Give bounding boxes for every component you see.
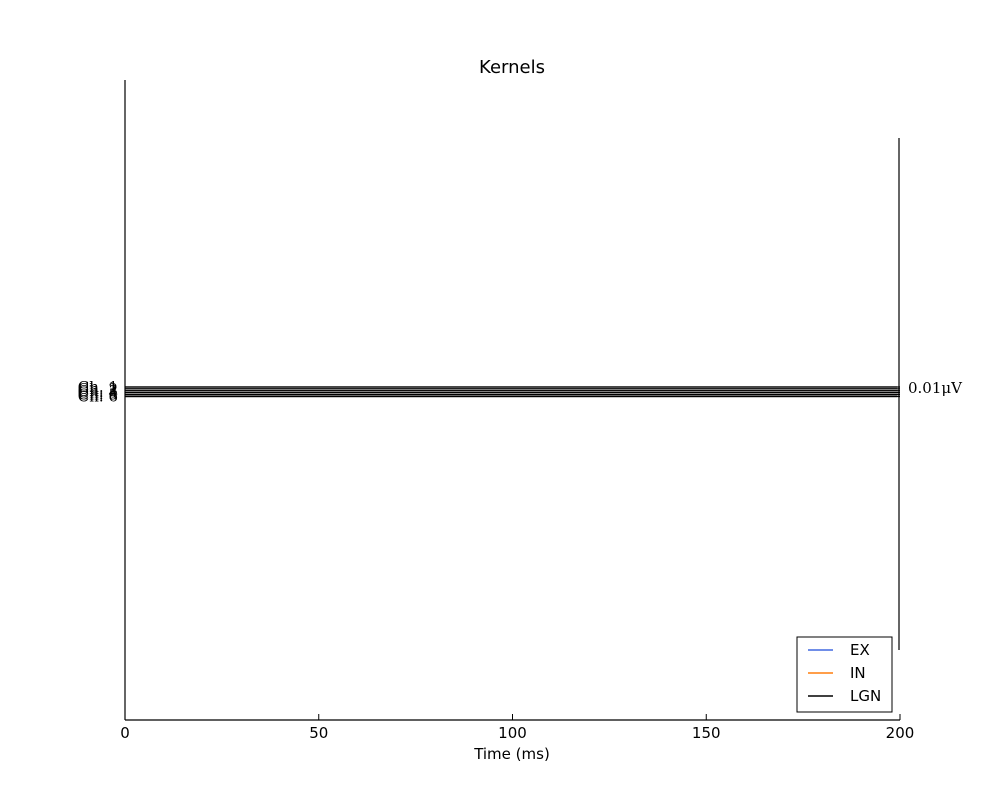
x-tick-label: 0 [120,724,130,742]
legend: EX IN LGN [796,636,893,713]
channel-label: Ch. 3 [78,382,118,400]
channel-labels: Ch. 1Ch. 2Ch. 3Ch. 4Ch. 5Ch. 6 [78,378,118,406]
channel-traces [125,386,900,398]
channel-label: Ch. 2 [78,380,118,398]
x-tick-label: 150 [692,724,721,742]
x-tick-label: 50 [309,724,328,742]
scale-bar: 0.01μV [898,138,963,650]
scale-bar-label: 0.01μV [908,379,963,397]
channel-label: Ch. 4 [78,384,118,402]
x-tick-label: 100 [498,724,527,742]
channel-label: Ch. 5 [78,386,118,404]
legend-label-lgn: LGN [850,687,881,705]
channel-label: Ch. 6 [78,388,118,406]
x-ticks: 0 50 100 150 200 [120,714,914,742]
channel-label: Ch. 1 [78,378,118,396]
x-axis-label: Time (ms) [473,745,550,763]
legend-label-ex: EX [850,641,870,659]
x-tick-label: 200 [886,724,915,742]
axes [124,80,900,721]
chart-title: Kernels [479,57,545,78]
legend-label-in: IN [850,664,866,682]
